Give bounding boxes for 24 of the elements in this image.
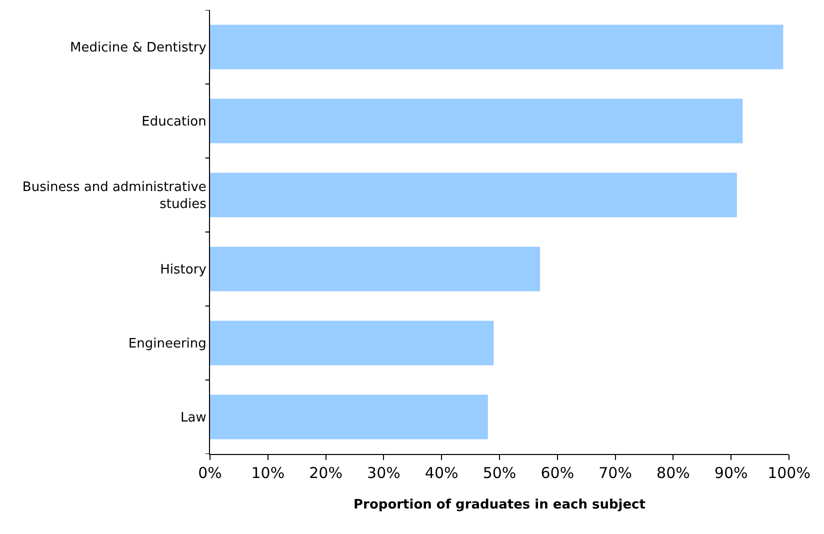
bar xyxy=(210,172,737,218)
x-tick-label: 60% xyxy=(540,464,574,482)
x-tick-label: 10% xyxy=(251,464,285,482)
x-tick-label: 20% xyxy=(309,464,342,482)
x-tick-label: 70% xyxy=(598,464,632,482)
x-axis-title: Proportion of graduates in each subject xyxy=(354,498,646,513)
bar xyxy=(210,98,743,144)
x-tick-label: 40% xyxy=(424,464,458,482)
y-tick-label: Law xyxy=(180,410,207,426)
y-tick-label: History xyxy=(160,262,207,278)
y-tick-label: Education xyxy=(142,114,206,130)
x-tick-label: 100% xyxy=(768,464,810,482)
y-tick-label: Medicine & Dentistry xyxy=(70,40,207,56)
bar xyxy=(210,394,488,440)
x-tick-label: 0% xyxy=(198,464,222,482)
x-tick-label: 80% xyxy=(656,464,690,482)
y-tick-label: Business and administrative studies xyxy=(22,180,207,212)
x-tick-label: 30% xyxy=(367,464,400,482)
bar xyxy=(210,320,494,366)
bar xyxy=(210,246,540,292)
bar xyxy=(210,24,784,70)
y-tick-label: Engineering xyxy=(128,336,206,352)
x-tick-label: 90% xyxy=(714,464,748,482)
x-tick-label: 50% xyxy=(482,464,516,482)
